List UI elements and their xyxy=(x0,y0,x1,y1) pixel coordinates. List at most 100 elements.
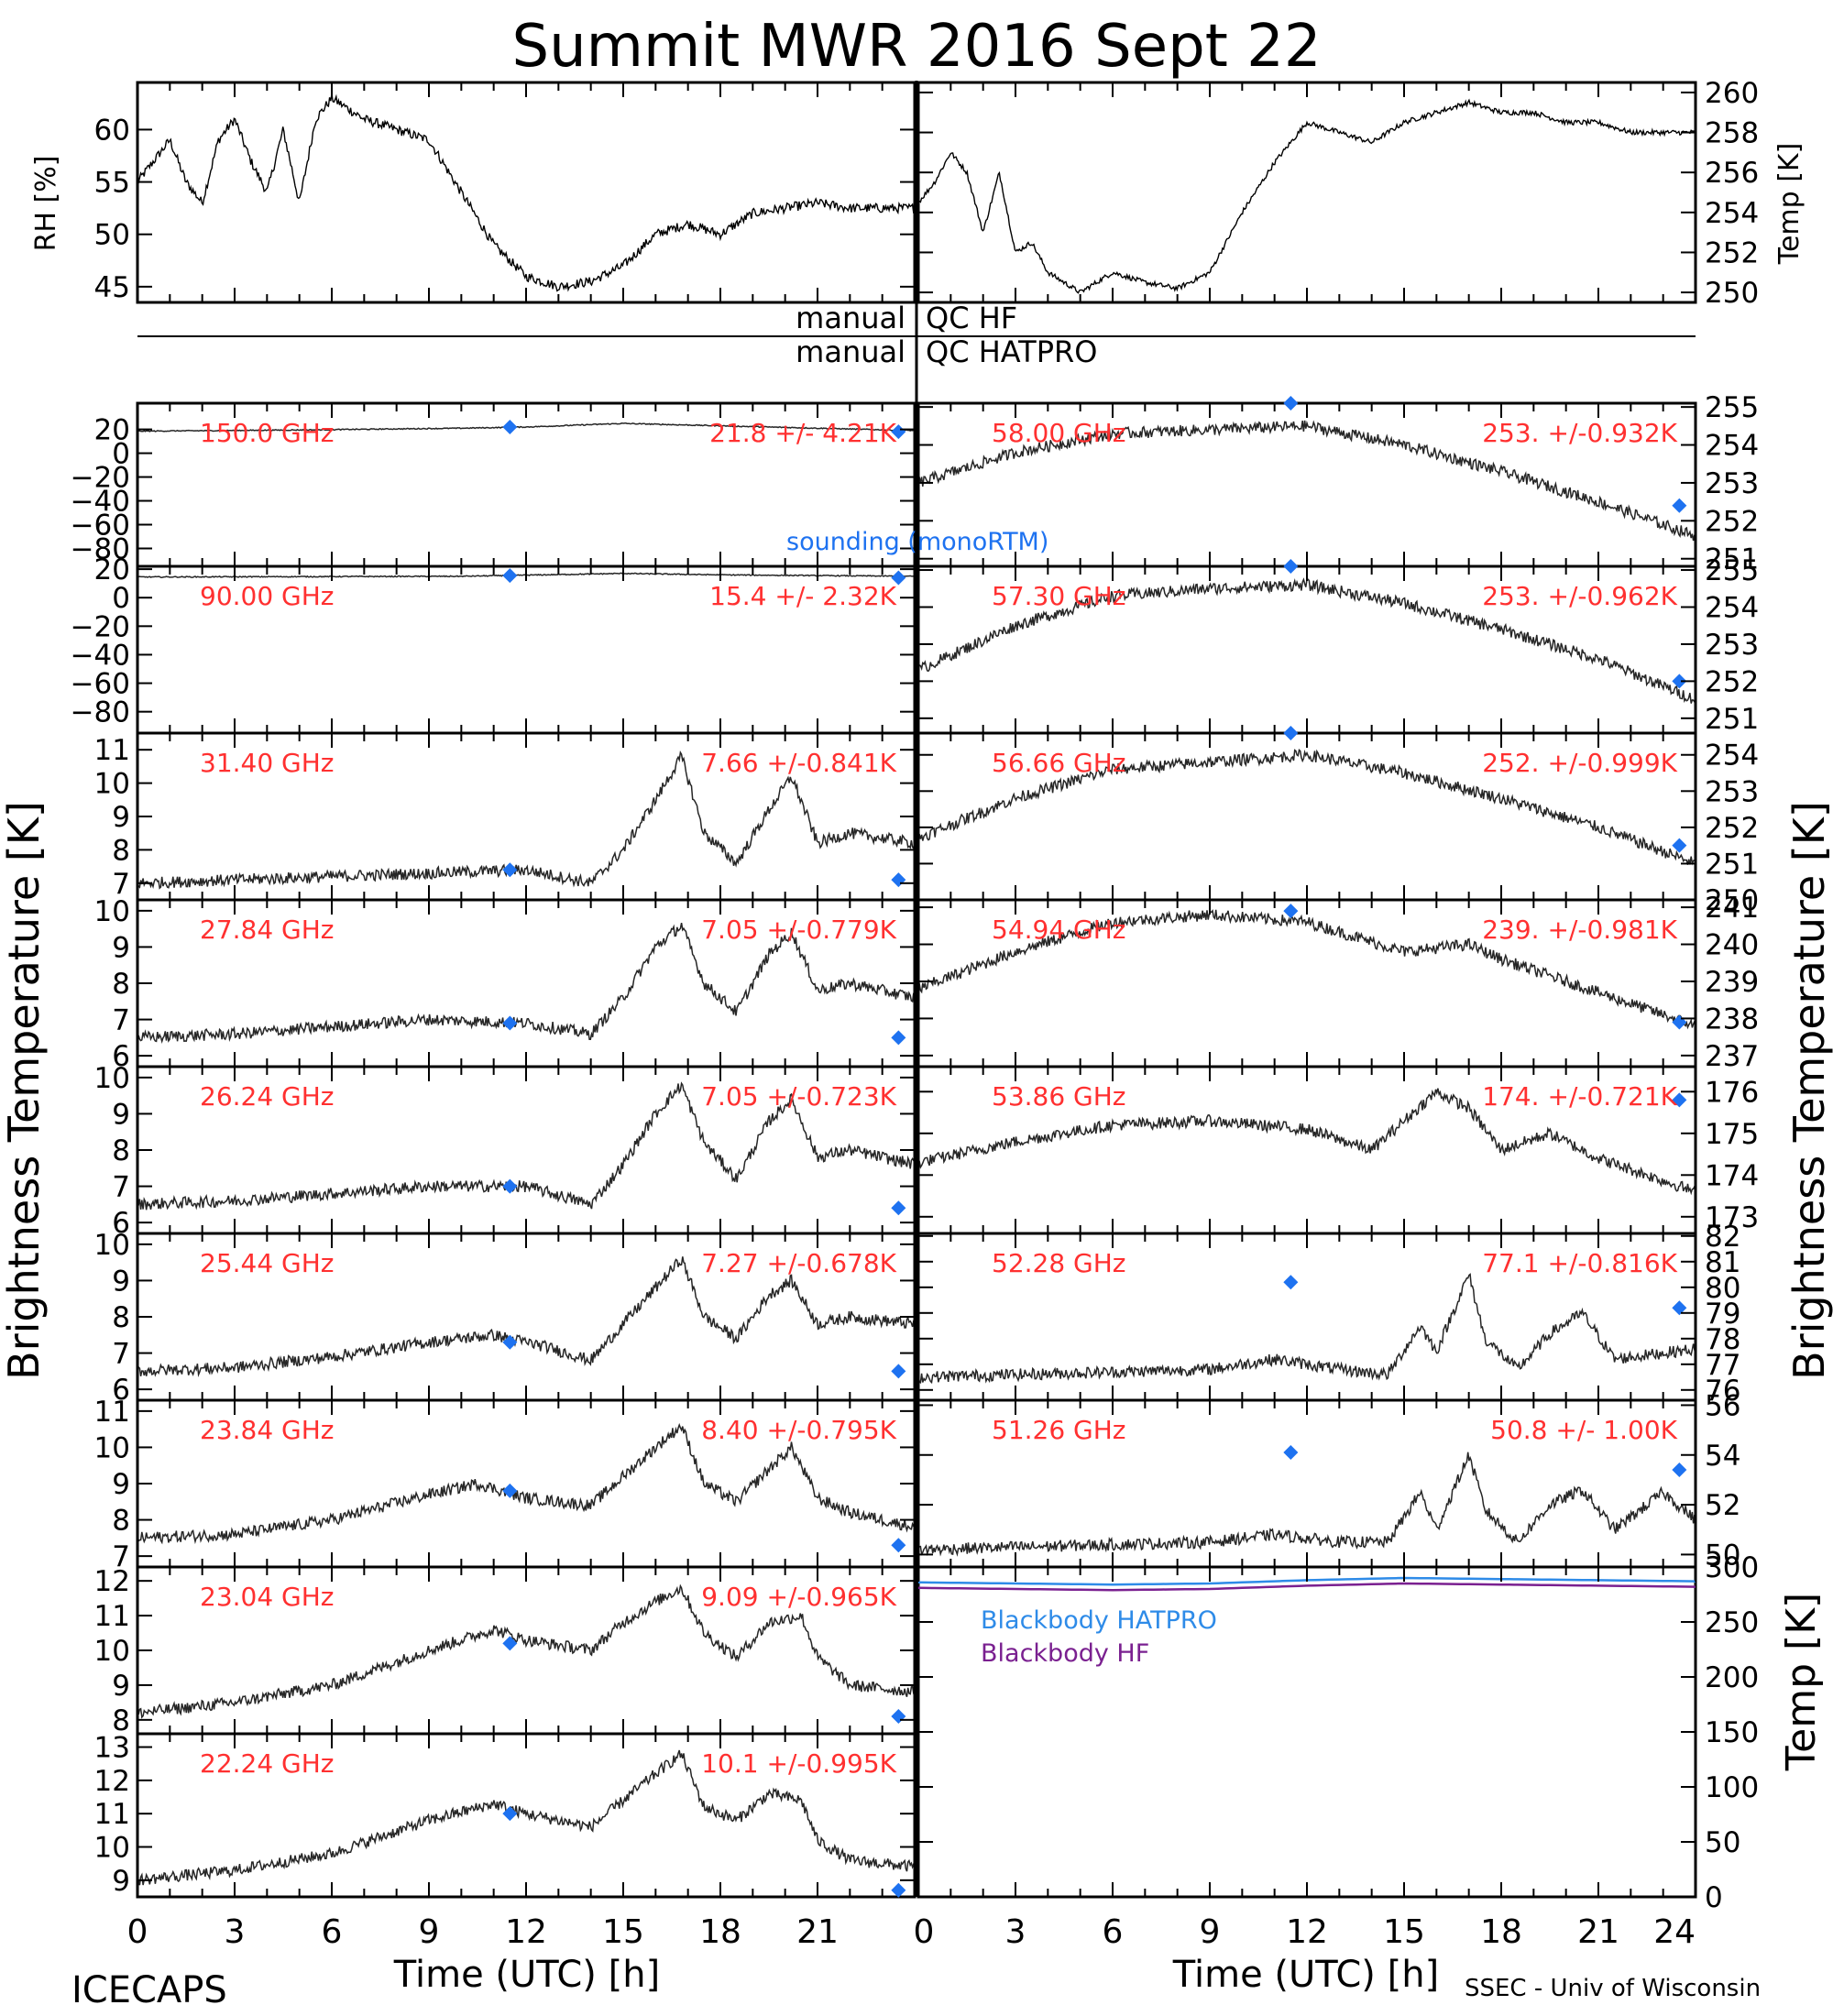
y-tick-label: 6 xyxy=(112,1374,130,1407)
x-tick-label: 24 xyxy=(1653,1913,1696,1951)
y-tick-label: 8 xyxy=(112,968,130,1001)
sounding-marker xyxy=(891,1364,906,1379)
y-tick-label: 60 xyxy=(94,114,130,147)
channel-frequency-label: 90.00 GHz xyxy=(200,581,335,611)
brightness-temp-series xyxy=(137,422,916,433)
y-tick-label: −80 xyxy=(71,696,130,729)
y-tick-label: 45 xyxy=(94,271,130,304)
y-tick-label: 12 xyxy=(94,1565,130,1598)
y-tick-label: 250 xyxy=(1705,277,1759,310)
y-tick-label: 9 xyxy=(112,931,130,964)
channel-stats-label: 77.1 +/-0.816K xyxy=(1482,1248,1677,1278)
channel-frequency-label: 51.26 GHz xyxy=(992,1415,1126,1445)
y-tick-label: 10 xyxy=(94,768,130,801)
x-tick-label: 9 xyxy=(419,1913,440,1951)
axes-layer: 45505560250252254256258260200−20−40−60−8… xyxy=(71,77,1760,1914)
y-tick-label: 253 xyxy=(1705,775,1759,808)
y-axis-label-left: Brightness Temperature [K] xyxy=(0,801,49,1380)
y-tick-label: 50 xyxy=(94,219,130,252)
y-tick-label: 250 xyxy=(1705,884,1759,917)
brightness-temp-series xyxy=(137,751,916,890)
x-tick-label: 12 xyxy=(1286,1913,1328,1951)
y-tick-label: 254 xyxy=(1705,430,1759,463)
y-tick-label: 55 xyxy=(94,167,130,200)
y-tick-label: 9 xyxy=(112,1865,130,1898)
y-tick-label: 50 xyxy=(1705,1539,1740,1572)
sounding-marker xyxy=(891,1200,906,1216)
x-tick-label: 21 xyxy=(1577,1913,1619,1951)
y-tick-label: 258 xyxy=(1705,117,1759,150)
channel-stats-label: 253. +/-0.932K xyxy=(1482,418,1677,448)
channel-stats-label: 50.8 +/- 1.00K xyxy=(1490,1415,1677,1445)
channel-stats-label: 239. +/-0.981K xyxy=(1482,915,1677,945)
y-tick-label: 6 xyxy=(112,1207,130,1240)
y-tick-label: 20 xyxy=(94,553,130,586)
y-tick-label: 20 xyxy=(94,414,130,447)
channel-stats-label: 253. +/-0.962K xyxy=(1482,581,1677,611)
y-tick-label: 174 xyxy=(1705,1159,1759,1192)
sounding-marker xyxy=(1672,1092,1687,1108)
y-tick-label: 251 xyxy=(1705,848,1759,881)
sounding-marker xyxy=(891,1882,906,1898)
y-tick-label: 252 xyxy=(1705,236,1759,269)
y-tick-label: 9 xyxy=(112,1670,130,1703)
footer-ssec: SSEC - Univ of Wisconsin xyxy=(1465,1975,1761,2002)
sounding-marker xyxy=(1672,1300,1687,1316)
y-tick-label: 8 xyxy=(112,1505,130,1538)
y-tick-label: 253 xyxy=(1705,467,1759,500)
y-tick-label: 11 xyxy=(94,1600,130,1633)
sounding-marker xyxy=(891,1709,906,1725)
x-tick-label: 18 xyxy=(699,1913,741,1951)
channel-frequency-label: 53.86 GHz xyxy=(992,1081,1126,1112)
sounding-marker xyxy=(502,862,518,878)
channel-frequency-label: 23.04 GHz xyxy=(200,1582,335,1612)
y-tick-label: 241 xyxy=(1705,892,1759,925)
y-tick-label: 9 xyxy=(112,1468,130,1501)
y-tick-label: 9 xyxy=(112,1265,130,1298)
sounding-marker xyxy=(502,568,518,584)
y-axis-label-right: Brightness Temperature [K] xyxy=(1784,801,1833,1380)
page-title: Summit MWR 2016 Sept 22 xyxy=(511,13,1321,81)
qc-hf-left: manual xyxy=(796,301,906,335)
channel-frequency-label: 23.84 GHz xyxy=(200,1415,335,1445)
channel-stats-label: 7.05 +/-0.779K xyxy=(701,915,896,945)
x-tick-label: 18 xyxy=(1480,1913,1522,1951)
y-tick-label: 7 xyxy=(112,1540,130,1573)
brightness-temp-series xyxy=(917,1452,1696,1557)
y-tick-label: 11 xyxy=(94,1798,130,1831)
y-tick-label: 7 xyxy=(112,868,130,901)
y-tick-label: 176 xyxy=(1705,1076,1759,1109)
y-tick-label: 7 xyxy=(112,1338,130,1371)
channel-frequency-label: 56.66 GHz xyxy=(992,748,1126,778)
y-tick-label: 50 xyxy=(1705,1826,1740,1859)
channel-stats-label: 7.05 +/-0.723K xyxy=(701,1081,896,1112)
brightness-temp-series xyxy=(917,1088,1696,1196)
brightness-temp-series xyxy=(137,922,916,1045)
y-tick-label: 256 xyxy=(1705,157,1759,190)
sounding-marker xyxy=(1672,838,1687,853)
channel-stats-label: 7.66 +/-0.841K xyxy=(701,748,896,778)
y-tick-label: 150 xyxy=(1705,1716,1759,1749)
y-tick-label: −60 xyxy=(71,509,130,542)
qc-hatpro-right: QC HATPRO xyxy=(926,334,1097,369)
brightness-temp-series xyxy=(137,1256,915,1377)
x-tick-label: 12 xyxy=(505,1913,547,1951)
qc-hatpro-left: manual xyxy=(796,334,906,369)
y-tick-label: 52 xyxy=(1705,1489,1740,1522)
x-tick-label: 15 xyxy=(602,1913,644,1951)
brightness-temp-series xyxy=(137,1749,916,1886)
y-tick-label: 80 xyxy=(1705,1272,1740,1305)
y-tick-label: 78 xyxy=(1705,1323,1740,1356)
channel-stats-label: 15.4 +/- 2.32K xyxy=(709,581,896,611)
sounding-marker xyxy=(502,1334,518,1350)
y-tick-label: 81 xyxy=(1705,1246,1740,1279)
x-tick-label: 15 xyxy=(1383,1913,1425,1951)
y-tick-label: 240 xyxy=(1705,929,1759,962)
y-tick-label: −40 xyxy=(71,486,130,519)
channel-stats-label: 252. +/-0.999K xyxy=(1482,748,1677,778)
y-tick-label: 9 xyxy=(112,801,130,834)
sounding-marker xyxy=(1672,498,1687,513)
y-tick-label: 260 xyxy=(1705,77,1759,110)
y-tick-label: 100 xyxy=(1705,1771,1759,1804)
